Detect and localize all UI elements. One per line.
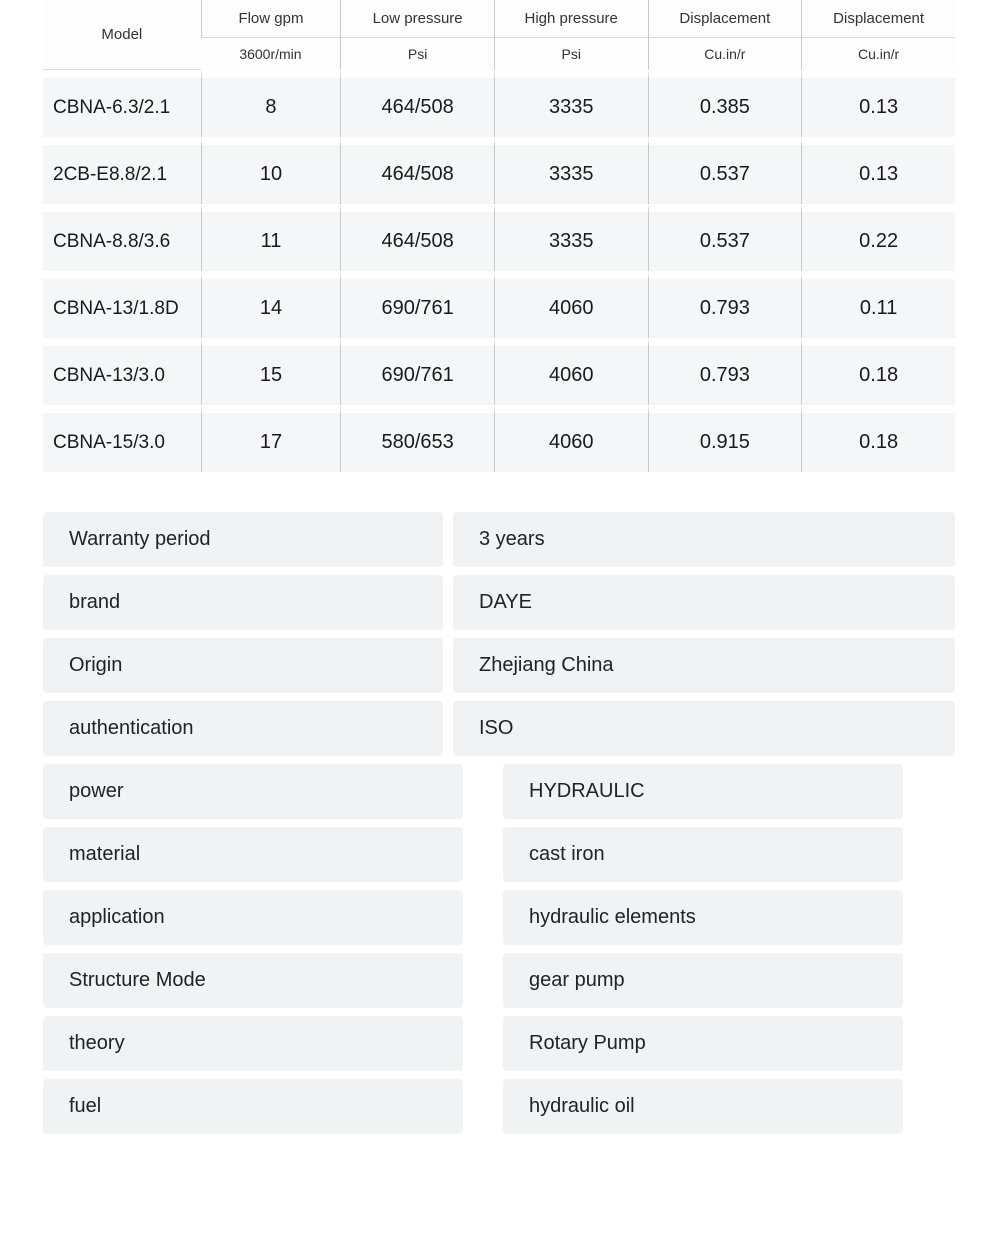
- cell-displacement-1: 0.385: [648, 70, 802, 137]
- attribute-value: ISO: [453, 701, 955, 756]
- attribute-row: authenticationISO: [43, 701, 955, 756]
- attribute-value: DAYE: [453, 575, 955, 630]
- cell-high-pressure: 3335: [494, 204, 648, 271]
- cell-displacement-1: 0.915: [648, 405, 802, 472]
- attribute-value: Zhejiang China: [453, 638, 955, 693]
- attribute-value: hydraulic elements: [503, 890, 903, 945]
- attribute-row: fuel hydraulic oil: [43, 1079, 955, 1134]
- attribute-value: 3 years: [453, 512, 955, 567]
- table-row: CBNA-15/3.017580/65340600.9150.18: [43, 405, 955, 472]
- attribute-row: Warranty period3 years: [43, 512, 955, 567]
- col-high-top: High pressure: [494, 0, 648, 38]
- attribute-label: material: [43, 827, 463, 882]
- cell-high-pressure: 4060: [494, 271, 648, 338]
- cell-flow: 15: [201, 338, 341, 405]
- table-row: CBNA-6.3/2.18464/50833350.3850.13: [43, 70, 955, 137]
- cell-displacement-2: 0.11: [801, 271, 955, 338]
- cell-flow: 11: [201, 204, 341, 271]
- attribute-label: power: [43, 764, 463, 819]
- attribute-label: fuel: [43, 1079, 463, 1134]
- attribute-label: authentication: [43, 701, 443, 756]
- cell-displacement-2: 0.13: [801, 70, 955, 137]
- cell-displacement-2: 0.18: [801, 338, 955, 405]
- attribute-label: Structure Mode: [43, 953, 463, 1008]
- table-row: CBNA-13/3.015690/76140600.7930.18: [43, 338, 955, 405]
- cell-displacement-2: 0.13: [801, 137, 955, 204]
- cell-high-pressure: 3335: [494, 137, 648, 204]
- cell-model: CBNA-6.3/2.1: [43, 70, 201, 137]
- table-row: CBNA-8.8/3.611464/50833350.5370.22: [43, 204, 955, 271]
- col-flow-top: Flow gpm: [201, 0, 341, 38]
- col-low-sub: Psi: [340, 38, 494, 70]
- cell-low-pressure: 464/508: [340, 70, 494, 137]
- cell-low-pressure: 464/508: [340, 204, 494, 271]
- cell-high-pressure: 3335: [494, 70, 648, 137]
- attribute-label: Warranty period: [43, 512, 443, 567]
- attribute-row: material cast iron: [43, 827, 955, 882]
- attribute-row: Structure Mode gear pump: [43, 953, 955, 1008]
- spec-table-header: Model Flow gpm Low pressure High pressur…: [43, 0, 955, 70]
- attribute-value: Rotary Pump: [503, 1016, 903, 1071]
- attribute-row: application hydraulic elements: [43, 890, 955, 945]
- attribute-list: Warranty period3 yearsbrandDAYEOriginZhe…: [43, 512, 955, 1134]
- cell-model: CBNA-13/1.8D: [43, 271, 201, 338]
- col-d2-top: Displacement: [801, 0, 955, 38]
- cell-flow: 14: [201, 271, 341, 338]
- cell-displacement-1: 0.793: [648, 271, 802, 338]
- col-d1-top: Displacement: [648, 0, 802, 38]
- attribute-value: gear pump: [503, 953, 903, 1008]
- spec-table: Model Flow gpm Low pressure High pressur…: [43, 0, 955, 472]
- cell-model: 2CB-E8.8/2.1: [43, 137, 201, 204]
- cell-flow: 17: [201, 405, 341, 472]
- attribute-label: theory: [43, 1016, 463, 1071]
- cell-flow: 10: [201, 137, 341, 204]
- col-low-top: Low pressure: [340, 0, 494, 38]
- attribute-row: power HYDRAULIC: [43, 764, 955, 819]
- cell-displacement-1: 0.537: [648, 204, 802, 271]
- cell-low-pressure: 464/508: [340, 137, 494, 204]
- cell-model: CBNA-15/3.0: [43, 405, 201, 472]
- attribute-row: OriginZhejiang China: [43, 638, 955, 693]
- cell-displacement-2: 0.18: [801, 405, 955, 472]
- col-model: Model: [43, 0, 201, 70]
- attribute-label: Origin: [43, 638, 443, 693]
- attribute-label: application: [43, 890, 463, 945]
- table-row: CBNA-13/1.8D14690/76140600.7930.11: [43, 271, 955, 338]
- cell-displacement-1: 0.793: [648, 338, 802, 405]
- cell-high-pressure: 4060: [494, 338, 648, 405]
- cell-high-pressure: 4060: [494, 405, 648, 472]
- attribute-row: theory Rotary Pump: [43, 1016, 955, 1071]
- attribute-label: brand: [43, 575, 443, 630]
- cell-model: CBNA-8.8/3.6: [43, 204, 201, 271]
- col-flow-sub: 3600r/min: [201, 38, 341, 70]
- cell-low-pressure: 690/761: [340, 271, 494, 338]
- cell-displacement-2: 0.22: [801, 204, 955, 271]
- cell-low-pressure: 690/761: [340, 338, 494, 405]
- attribute-value: cast iron: [503, 827, 903, 882]
- spec-table-body: CBNA-6.3/2.18464/50833350.3850.132CB-E8.…: [43, 70, 955, 472]
- table-row: 2CB-E8.8/2.110464/50833350.5370.13: [43, 137, 955, 204]
- cell-model: CBNA-13/3.0: [43, 338, 201, 405]
- col-d2-sub: Cu.in/r: [801, 38, 955, 70]
- attribute-row: brandDAYE: [43, 575, 955, 630]
- col-d1-sub: Cu.in/r: [648, 38, 802, 70]
- cell-displacement-1: 0.537: [648, 137, 802, 204]
- cell-flow: 8: [201, 70, 341, 137]
- cell-low-pressure: 580/653: [340, 405, 494, 472]
- col-high-sub: Psi: [494, 38, 648, 70]
- attribute-value: hydraulic oil: [503, 1079, 903, 1134]
- attribute-value: HYDRAULIC: [503, 764, 903, 819]
